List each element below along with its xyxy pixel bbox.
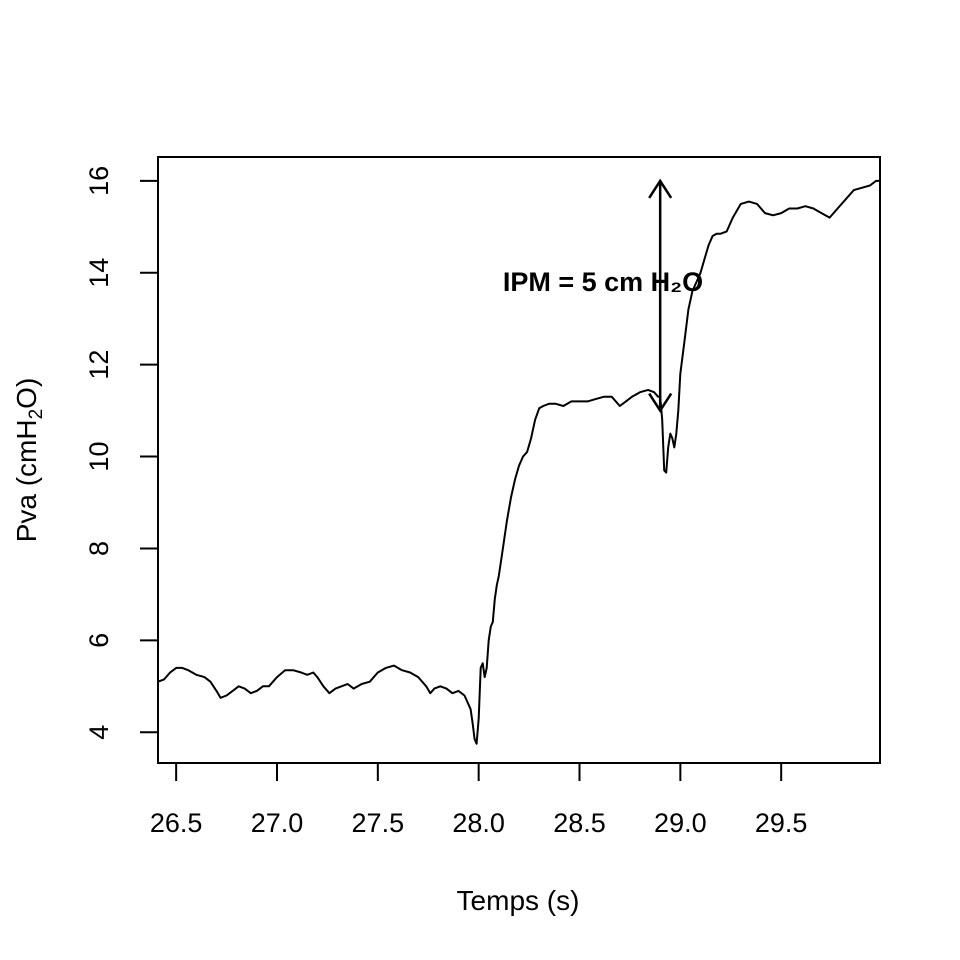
y-axis-title-subscript: 2 (26, 409, 47, 420)
y-tick-label: 10 (84, 442, 114, 472)
series-line (157, 179, 880, 745)
arrow-head-up (648, 178, 673, 199)
y-tick-label: 6 (84, 633, 114, 648)
arrow-head-down (648, 392, 673, 413)
y-axis-title: Pva (cmH2O) (11, 378, 47, 543)
y-tick-label: 16 (84, 166, 114, 196)
y-tick-label: 14 (84, 258, 114, 288)
x-tick-label: 28.0 (452, 808, 505, 838)
y-tick-label: 8 (84, 541, 114, 556)
plot-area (157, 179, 880, 745)
plot-frame (157, 156, 881, 764)
y-axis: 4 6 8 10 12 14 16 (84, 166, 159, 740)
x-axis-title: Temps (s) (457, 885, 580, 916)
y-tick-label: 4 (84, 725, 114, 740)
x-tick-label: 27.5 (352, 808, 405, 838)
x-tick-label: 29.5 (755, 808, 808, 838)
x-tick-label: 27.0 (251, 808, 304, 838)
x-tick-label: 28.5 (553, 808, 606, 838)
annotation-label: IPM = 5 cm H₂O (503, 267, 703, 297)
y-axis-title-suffix: O) (11, 378, 42, 409)
x-tick-label: 26.5 (150, 808, 203, 838)
x-tick-label: 29.0 (654, 808, 707, 838)
y-axis-title-prefix: Pva (cmH (11, 419, 42, 542)
annotations: IPM = 5 cm H₂O (503, 178, 703, 413)
y-tick-label: 12 (84, 350, 114, 380)
x-axis: 26.5 27.0 27.5 28.0 28.5 29.0 29.5 (150, 762, 808, 838)
